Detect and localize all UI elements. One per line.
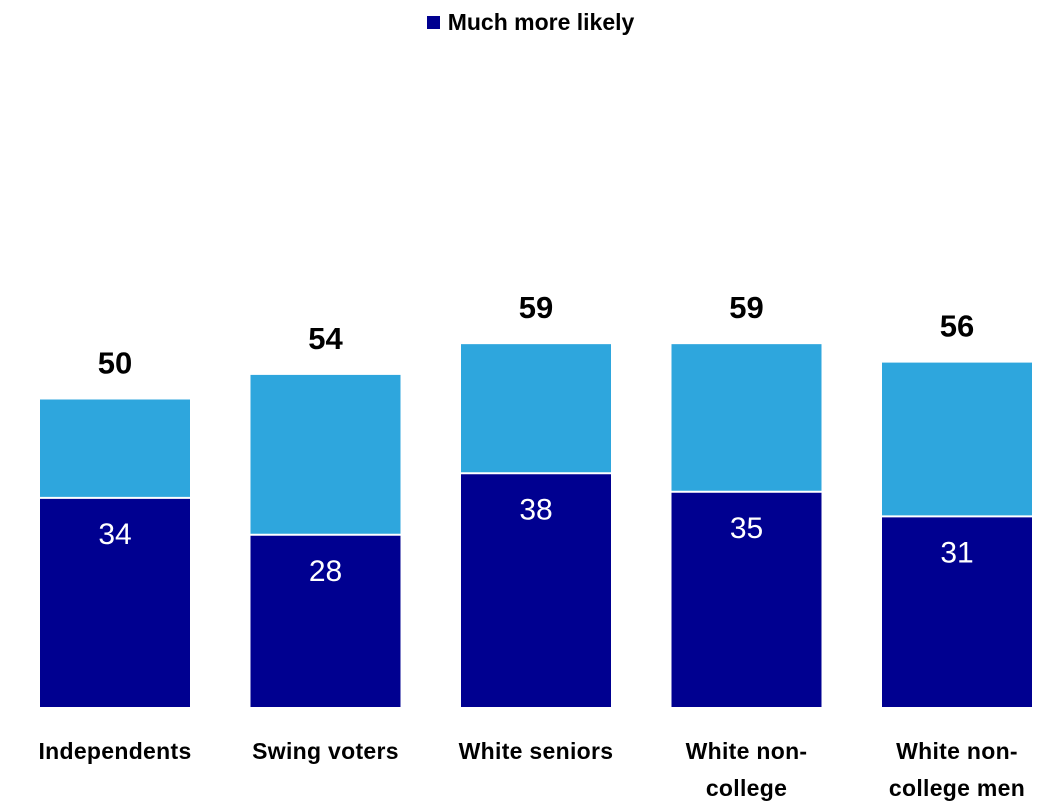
category-label: White non-college men xyxy=(847,733,1061,807)
legend: Much more likely xyxy=(0,9,1061,36)
stacked-bar-chart: 34 50 28 54 38 59 35 59 31 56 xyxy=(40,290,1032,707)
legend-label: Much more likely xyxy=(447,9,635,35)
bar-segment-much-more-likely xyxy=(671,491,822,707)
data-label-much-more-likely: 34 xyxy=(98,518,131,551)
data-label-much-more-likely: 35 xyxy=(730,512,763,545)
bar-segment-much-more-likely xyxy=(461,473,611,707)
data-label-much-more-likely: 28 xyxy=(309,555,342,588)
category-label-line: White seniors xyxy=(458,738,614,764)
bar-segment-other xyxy=(40,399,190,498)
bar-segment-much-more-likely xyxy=(250,534,401,707)
category-label: White non-college xyxy=(637,733,857,807)
bar-segment-much-more-likely xyxy=(40,497,190,707)
category-label-line: White non- xyxy=(685,738,808,764)
data-label-total: 50 xyxy=(98,346,132,381)
category-label-line: White non- xyxy=(896,738,1018,764)
data-label-total: 56 xyxy=(940,309,974,344)
data-label-total: 54 xyxy=(308,321,343,356)
category-label-line: college xyxy=(705,775,788,801)
data-label-much-more-likely: 31 xyxy=(940,536,973,569)
bar-segment-other xyxy=(250,374,401,535)
data-label-total: 59 xyxy=(519,290,553,325)
category-label-line: college men xyxy=(888,775,1026,801)
category-label-line: Independents xyxy=(38,738,192,764)
bar-segment-other xyxy=(461,344,611,474)
category-label: Swing voters xyxy=(216,733,436,770)
category-label: Independents xyxy=(5,733,225,770)
legend-swatch xyxy=(426,16,440,29)
bar-segment-other xyxy=(671,344,822,492)
category-label-line: Swing voters xyxy=(252,738,399,764)
bar-segment-other xyxy=(882,362,1032,517)
data-label-total: 59 xyxy=(729,290,763,325)
category-label: White seniors xyxy=(426,733,646,770)
data-label-much-more-likely: 38 xyxy=(519,493,552,526)
bar-segment-much-more-likely xyxy=(882,516,1032,707)
